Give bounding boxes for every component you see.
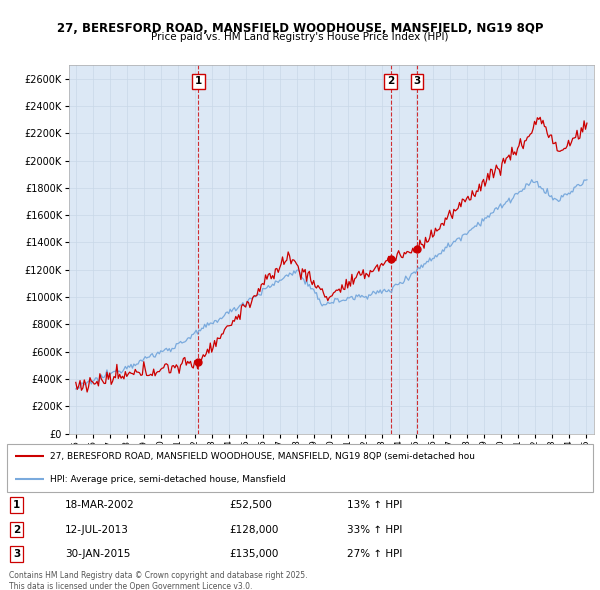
Text: 30-JAN-2015: 30-JAN-2015 — [65, 549, 130, 559]
Text: 3: 3 — [13, 549, 20, 559]
Text: Price paid vs. HM Land Registry's House Price Index (HPI): Price paid vs. HM Land Registry's House … — [151, 32, 449, 42]
Text: 2: 2 — [387, 76, 394, 86]
Text: 27, BERESFORD ROAD, MANSFIELD WOODHOUSE, MANSFIELD, NG19 8QP: 27, BERESFORD ROAD, MANSFIELD WOODHOUSE,… — [57, 22, 543, 35]
Text: £135,000: £135,000 — [229, 549, 279, 559]
Text: 33% ↑ HPI: 33% ↑ HPI — [347, 525, 403, 535]
Text: 12-JUL-2013: 12-JUL-2013 — [65, 525, 128, 535]
Text: £128,000: £128,000 — [229, 525, 279, 535]
Text: 18-MAR-2002: 18-MAR-2002 — [65, 500, 134, 510]
Text: Contains HM Land Registry data © Crown copyright and database right 2025.
This d: Contains HM Land Registry data © Crown c… — [9, 571, 308, 590]
Text: 1: 1 — [194, 76, 202, 86]
Text: 27% ↑ HPI: 27% ↑ HPI — [347, 549, 403, 559]
Text: 1: 1 — [13, 500, 20, 510]
Text: 3: 3 — [413, 76, 421, 86]
Text: HPI: Average price, semi-detached house, Mansfield: HPI: Average price, semi-detached house,… — [50, 474, 286, 484]
Text: 2: 2 — [13, 525, 20, 535]
Text: £52,500: £52,500 — [229, 500, 272, 510]
Text: 27, BERESFORD ROAD, MANSFIELD WOODHOUSE, MANSFIELD, NG19 8QP (semi-detached hou: 27, BERESFORD ROAD, MANSFIELD WOODHOUSE,… — [50, 451, 475, 461]
Text: 13% ↑ HPI: 13% ↑ HPI — [347, 500, 403, 510]
FancyBboxPatch shape — [7, 444, 593, 491]
